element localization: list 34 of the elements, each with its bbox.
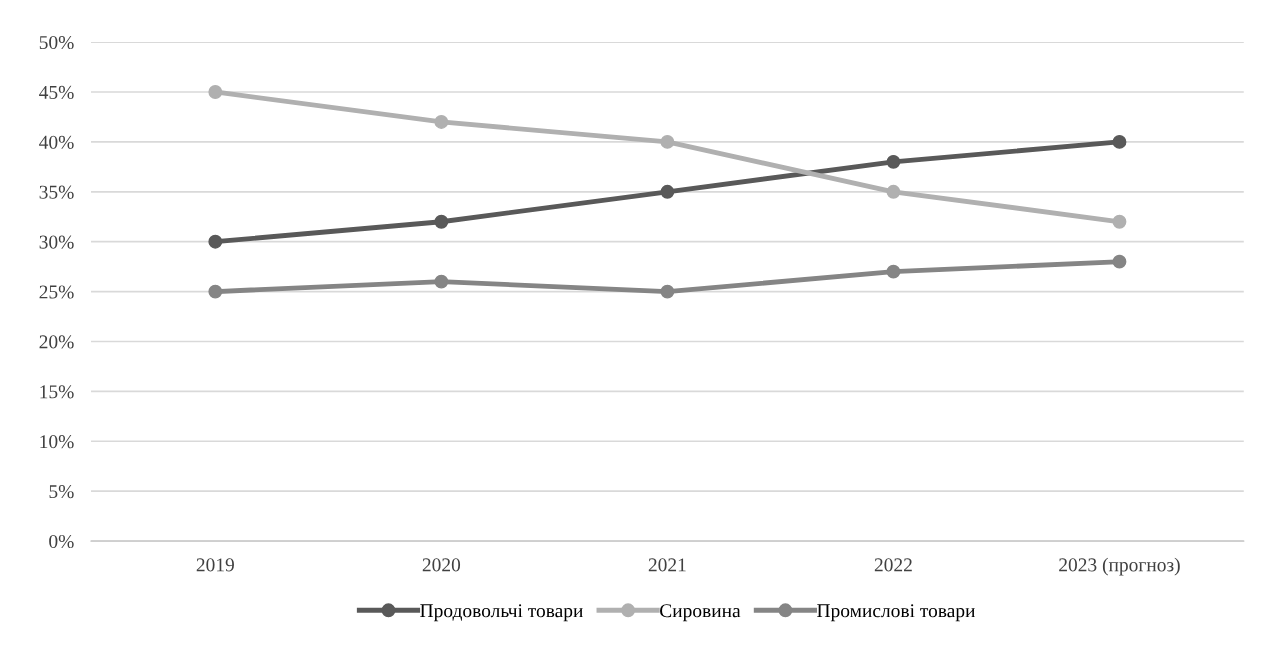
y-tick-label: 10% xyxy=(40,435,74,449)
x-tick-label: 2020 xyxy=(422,558,461,572)
point xyxy=(886,184,901,199)
y-tick-label: 5% xyxy=(49,485,74,499)
x-tick-label: 2019 xyxy=(196,558,234,572)
y-tick-label: 50% xyxy=(39,35,74,50)
y-tick-label: 30% xyxy=(39,235,74,249)
point xyxy=(660,284,675,299)
y-tick-label: 45% xyxy=(39,85,74,100)
x-tick-label: 2021 xyxy=(648,558,686,572)
point xyxy=(886,264,901,279)
point xyxy=(1112,134,1127,149)
point xyxy=(660,134,675,149)
y-tick-label: 15% xyxy=(40,385,74,399)
y-tick-label: 25% xyxy=(39,285,74,299)
point xyxy=(434,214,449,229)
point xyxy=(1112,254,1127,269)
y-tick-label: 20% xyxy=(39,335,74,349)
point xyxy=(208,234,223,249)
legend-label: Промислові товари xyxy=(817,604,976,622)
point xyxy=(1112,214,1127,229)
x-tick-label: 2023 (прогноз) xyxy=(1059,557,1180,576)
point xyxy=(434,274,449,289)
point xyxy=(434,115,449,129)
point xyxy=(660,184,675,199)
point xyxy=(208,85,223,99)
x-tick-label: 2022 xyxy=(874,558,912,572)
legend-label: Сировина xyxy=(660,604,741,622)
y-tick-label: 0% xyxy=(49,534,74,549)
point xyxy=(886,154,901,169)
y-tick-label: 35% xyxy=(39,185,74,199)
legend-label: Продовольчі товари xyxy=(420,604,583,622)
y-tick-label: 40% xyxy=(39,135,74,149)
point xyxy=(208,284,223,299)
